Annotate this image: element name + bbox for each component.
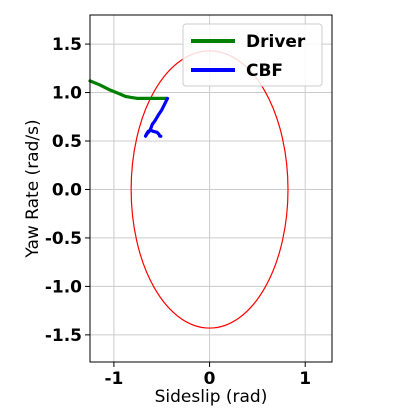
y-tick-label: -1.5 [45,326,82,346]
x-axis-label: Sideslip (rad) [155,387,268,407]
series-line-driver [88,79,169,101]
y-axis-label: Yaw Rate (rad/s) [23,119,43,258]
legend-label-driver: Driver [246,32,306,52]
x-tick-label: 1 [299,369,311,389]
legend: Driver CBF [182,23,323,87]
x-axis-ticks: -1 0 1 [104,362,311,389]
y-axis-ticks: 1.5 1.0 0.5 0.0 -0.5 -1.0 -1.5 [45,35,90,346]
y-tick-label: 0.5 [52,132,82,152]
y-tick-label: 1.0 [52,84,82,104]
x-tick-label: -1 [104,369,123,389]
y-tick-label: -0.5 [45,229,82,249]
y-tick-label: 0.0 [52,180,82,200]
y-tick-label: -1.0 [45,277,82,297]
plot-frame [89,14,333,363]
series-lines [88,79,170,138]
series-line-cbf [143,96,170,138]
y-tick-label: 1.5 [52,35,82,55]
legend-label-cbf: CBF [246,61,283,81]
x-tick-label: 0 [204,369,216,389]
